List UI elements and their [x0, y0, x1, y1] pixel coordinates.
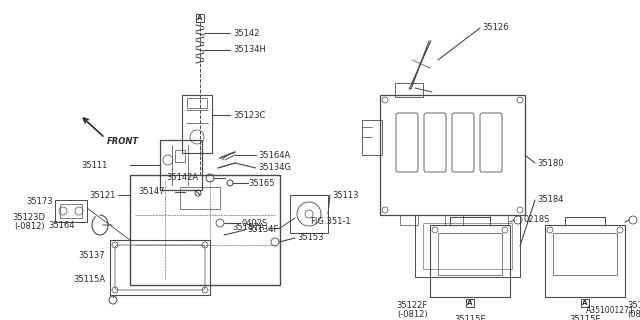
Bar — [490, 215, 508, 225]
Text: 35123C: 35123C — [233, 110, 266, 119]
Bar — [430, 225, 510, 297]
Text: 35115E: 35115E — [454, 315, 486, 320]
Text: 35153: 35153 — [297, 234, 323, 243]
Text: 0218S: 0218S — [524, 215, 550, 225]
Bar — [581, 299, 589, 307]
Text: 35164: 35164 — [49, 220, 75, 229]
Text: (-0812): (-0812) — [14, 222, 45, 231]
Text: 35121: 35121 — [90, 190, 116, 199]
Text: 35115A: 35115A — [73, 276, 105, 284]
Bar — [196, 14, 204, 22]
Bar — [55, 200, 87, 222]
Bar — [110, 240, 210, 295]
Bar — [545, 225, 625, 297]
Text: 35173: 35173 — [26, 197, 53, 206]
Text: 35115E: 35115E — [569, 315, 601, 320]
Bar — [130, 175, 280, 285]
Text: 35184: 35184 — [537, 196, 563, 204]
Bar — [362, 120, 382, 155]
Bar — [438, 233, 502, 275]
Bar — [400, 215, 418, 225]
Text: 35142A: 35142A — [166, 173, 198, 182]
Bar — [187, 98, 207, 108]
Text: 35111: 35111 — [82, 161, 108, 170]
Bar — [175, 150, 185, 162]
Text: 0218S: 0218S — [639, 215, 640, 225]
Text: 35137: 35137 — [78, 251, 105, 260]
Bar — [290, 195, 328, 233]
Bar — [445, 215, 463, 225]
Text: 35122F: 35122F — [627, 300, 640, 309]
Bar — [553, 233, 617, 275]
Bar — [60, 204, 82, 218]
Bar — [395, 83, 423, 97]
Text: 35134G: 35134G — [258, 164, 291, 172]
Text: FIG.351-1: FIG.351-1 — [310, 218, 351, 227]
Text: 35180: 35180 — [537, 158, 563, 167]
Text: 35147: 35147 — [138, 188, 165, 196]
Bar — [182, 95, 212, 153]
Text: 35134F: 35134F — [247, 226, 278, 235]
Text: (0812-): (0812-) — [627, 309, 640, 318]
Bar — [380, 95, 525, 215]
Text: 35123D: 35123D — [12, 213, 45, 222]
Bar — [180, 187, 220, 209]
Text: (-0812): (-0812) — [397, 309, 428, 318]
Text: 35122F: 35122F — [397, 300, 428, 309]
Text: 35165: 35165 — [248, 179, 275, 188]
Text: FRONT: FRONT — [107, 138, 139, 147]
Text: A: A — [582, 300, 588, 306]
Text: A351001271: A351001271 — [586, 306, 635, 315]
Text: 35134H: 35134H — [233, 45, 266, 54]
Text: 35142: 35142 — [233, 28, 259, 37]
Bar — [466, 299, 474, 307]
Text: 0402S: 0402S — [242, 219, 268, 228]
Text: 35126: 35126 — [482, 23, 509, 33]
Text: 35113: 35113 — [332, 190, 358, 199]
Text: 35164A: 35164A — [258, 150, 291, 159]
Text: A: A — [467, 300, 473, 306]
Bar — [423, 223, 512, 269]
Text: 35187A: 35187A — [232, 223, 265, 233]
Bar — [415, 215, 520, 277]
Bar — [160, 140, 202, 190]
Text: A: A — [197, 15, 203, 21]
